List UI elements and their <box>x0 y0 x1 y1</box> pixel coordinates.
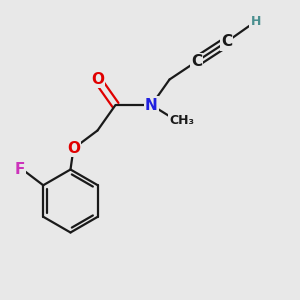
Text: F: F <box>14 162 25 177</box>
Text: H: H <box>250 15 261 28</box>
Text: CH₃: CH₃ <box>169 113 194 127</box>
Text: C: C <box>191 54 202 69</box>
Text: O: O <box>67 141 80 156</box>
Text: C: C <box>221 34 232 50</box>
Text: O: O <box>91 72 104 87</box>
Text: N: N <box>145 98 158 112</box>
